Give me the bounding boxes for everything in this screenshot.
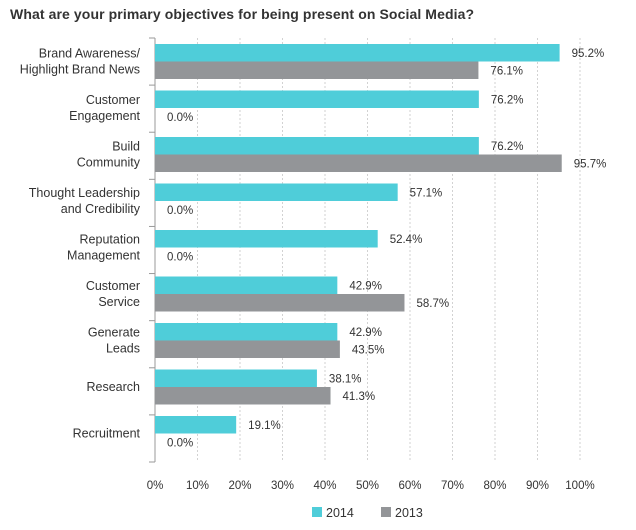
category-label: Customer xyxy=(86,279,140,293)
value-label: 76.2% xyxy=(491,141,524,153)
value-label: 42.9% xyxy=(349,327,382,339)
x-tick-label: 30% xyxy=(271,480,294,492)
category-label: Build xyxy=(112,140,140,154)
category-label: Highlight Brand News xyxy=(20,63,140,77)
category-label: Leads xyxy=(106,342,140,356)
x-tick-label: 60% xyxy=(398,480,421,492)
value-label: 95.7% xyxy=(574,158,607,170)
bar-2014 xyxy=(155,369,317,387)
x-tick-label: 40% xyxy=(313,480,336,492)
bar-2014 xyxy=(155,183,398,201)
x-tick-label: 100% xyxy=(565,480,594,492)
value-label: 0.0% xyxy=(167,112,193,124)
bar-2014 xyxy=(155,323,338,341)
x-tick-label: 20% xyxy=(228,480,251,492)
bar-2014 xyxy=(155,44,560,62)
category-label: Generate xyxy=(88,326,140,340)
x-tick-label: 80% xyxy=(483,480,506,492)
category-label: Engagement xyxy=(69,109,140,123)
bar-2014 xyxy=(155,416,237,434)
value-label: 19.1% xyxy=(248,420,281,432)
bar-2013 xyxy=(155,340,340,358)
value-label: 76.1% xyxy=(490,65,523,77)
bar-2014 xyxy=(155,90,479,108)
value-label: 0.0% xyxy=(167,205,193,217)
x-tick-label: 90% xyxy=(526,480,549,492)
category-label: Research xyxy=(87,380,141,394)
x-tick-label: 0% xyxy=(147,480,164,492)
value-label: 41.3% xyxy=(343,391,376,403)
chart-title: What are your primary objectives for bei… xyxy=(10,6,475,22)
x-tick-label: 10% xyxy=(186,480,209,492)
value-label: 42.9% xyxy=(349,280,382,292)
value-label: 0.0% xyxy=(167,437,193,449)
bar-2014 xyxy=(155,276,338,294)
value-label: 38.1% xyxy=(329,373,362,385)
value-label: 0.0% xyxy=(167,251,193,263)
value-label: 57.1% xyxy=(410,187,443,199)
legend-label: 2014 xyxy=(326,506,354,520)
bar-2013 xyxy=(155,387,331,405)
value-label: 52.4% xyxy=(390,234,423,246)
bar-2014 xyxy=(155,230,378,248)
legend-swatch-2014 xyxy=(312,507,322,517)
legend-swatch-2013 xyxy=(381,507,391,517)
category-label: Customer xyxy=(86,93,140,107)
bar-2013 xyxy=(155,154,562,172)
category-label: Community xyxy=(77,156,141,170)
x-tick-label: 50% xyxy=(356,480,379,492)
value-label: 76.2% xyxy=(491,94,524,106)
value-label: 43.5% xyxy=(352,344,385,356)
legend-label: 2013 xyxy=(395,506,423,520)
category-label: Brand Awareness/ xyxy=(39,47,141,61)
bar-2013 xyxy=(155,61,479,79)
category-label: Management xyxy=(67,249,140,263)
category-label: Recruitment xyxy=(73,427,141,441)
bar-2014 xyxy=(155,137,479,155)
value-label: 95.2% xyxy=(572,48,605,60)
category-label: Reputation xyxy=(80,233,141,247)
category-label: and Credibility xyxy=(61,202,141,216)
category-label: Thought Leadership xyxy=(29,186,140,200)
x-tick-label: 70% xyxy=(441,480,464,492)
bar-2013 xyxy=(155,294,405,312)
value-label: 58.7% xyxy=(416,298,449,310)
category-label: Service xyxy=(98,295,140,309)
